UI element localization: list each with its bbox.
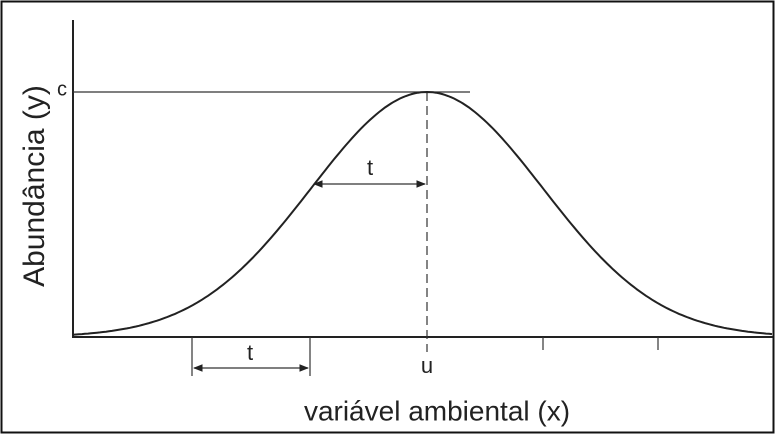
t-label: t: [247, 340, 253, 365]
y-axis-label: Abundância (y): [18, 85, 51, 287]
c-label: c: [57, 78, 67, 100]
x-axis-label: variável ambiental (x): [304, 395, 570, 426]
u-label: u: [421, 353, 433, 378]
x-ticks: [191, 337, 659, 376]
t-label: t: [367, 155, 373, 180]
gaussian-curve: [72, 90, 773, 336]
